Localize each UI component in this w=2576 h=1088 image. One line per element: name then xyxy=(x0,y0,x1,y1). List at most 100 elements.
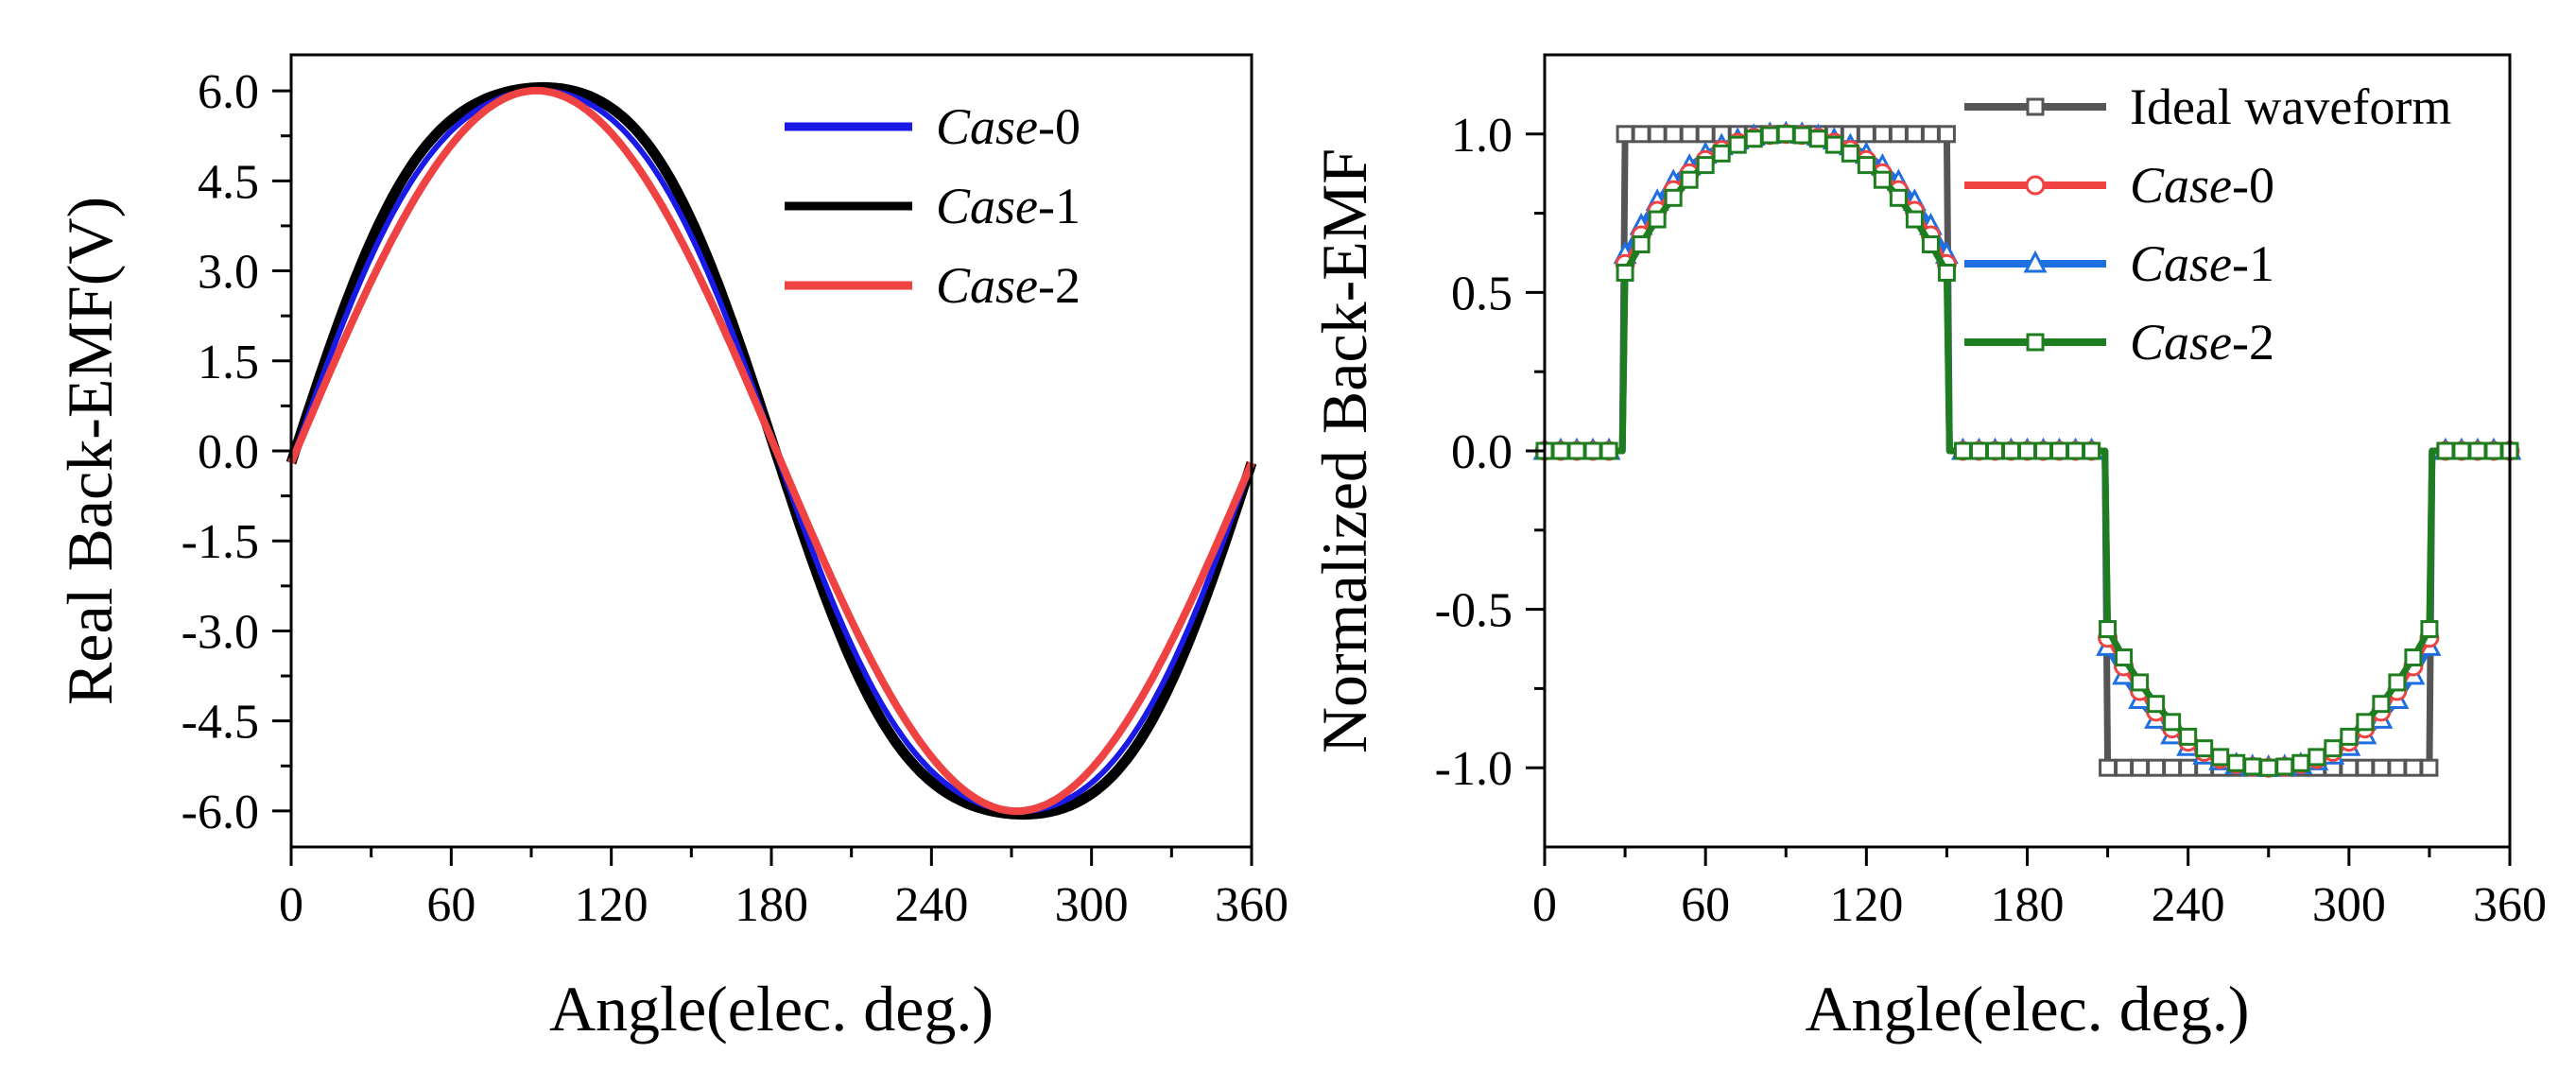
right-series-case-2-marker xyxy=(1680,170,1699,189)
right-series-ideal-waveform-marker xyxy=(1696,125,1715,144)
left-axes: 0 60 120 180 240 300 360 6.0 4.5 3.0 1.5 0.0 -1.5 -3.… xyxy=(182,65,1288,932)
right-series-ideal-waveform-marker xyxy=(2147,758,2166,777)
right-series-case-2-marker xyxy=(2131,673,2150,692)
right-series-case-2-marker xyxy=(1857,156,1876,175)
left-y-axis-title: Real Back-EMF(V) xyxy=(54,197,126,705)
left-x-tick-label: 360 xyxy=(1215,878,1288,932)
right-series-case-2-marker xyxy=(2195,739,2214,758)
left-x-tick-label: 120 xyxy=(575,878,648,932)
right-series-case-2-marker xyxy=(1648,210,1667,229)
left-y-tick-label: 6.0 xyxy=(198,65,259,119)
right-series-ideal-waveform-marker xyxy=(1632,125,1651,144)
right-x-tick-label: 120 xyxy=(1829,878,1903,932)
right-series-case-2-marker xyxy=(2420,620,2439,639)
left-y-tick-label: 0.0 xyxy=(198,425,259,479)
right-series-case-2-marker xyxy=(1776,125,1795,144)
right-series-case-2-marker xyxy=(1921,234,1940,253)
right-series-case-2-marker xyxy=(1889,188,1908,207)
right-x-tick-label: 300 xyxy=(2312,878,2386,932)
right-series-case-2-marker xyxy=(2179,727,2198,746)
right-series-case-2-marker xyxy=(2099,620,2118,639)
right-series-case-2-marker xyxy=(2468,441,2487,460)
right-series-case-2-marker xyxy=(1953,441,1972,460)
right-series-case-2-marker xyxy=(1567,441,1586,460)
right-series-case-2-marker xyxy=(2372,695,2391,714)
right-series-case-2-marker xyxy=(1632,234,1651,253)
right-series-case-2-marker xyxy=(1583,441,1602,460)
left-x-tick-label: 60 xyxy=(426,878,475,932)
right-series-ideal-waveform-marker xyxy=(2163,758,2182,777)
right-x-tick-label: 60 xyxy=(1681,878,1730,932)
right-series-case-2-marker xyxy=(2243,757,2262,776)
right-series-case-2-marker xyxy=(1728,135,1747,154)
left-y-tick-label: -4.5 xyxy=(182,696,259,750)
right-series-case-2-marker xyxy=(2115,648,2134,667)
right-series-case-2-marker xyxy=(2259,758,2278,777)
right-series-case-2-marker xyxy=(1551,441,1570,460)
right-series-case-2-marker xyxy=(2050,441,2069,460)
right-series-ideal-waveform-marker xyxy=(1921,125,1940,144)
right-series-case-2-marker xyxy=(1937,263,1956,282)
right-legend-label-case-2: Case-2 xyxy=(2130,314,2274,371)
right-series-ideal-waveform-marker xyxy=(2372,758,2391,777)
right-y-tick-label: 0.0 xyxy=(1451,425,1513,479)
left-y-tick-label: 1.5 xyxy=(198,336,259,389)
right-series-case-2-marker xyxy=(2083,441,2101,460)
right-x-axis-title: Angle(elec. deg.) xyxy=(1805,973,2249,1045)
right-series-ideal-waveform-marker xyxy=(1680,125,1699,144)
left-legend: Case-0 Case-1 Case-2 xyxy=(785,98,1081,314)
left-x-tick-label: 180 xyxy=(735,878,808,932)
right-series-case-2-marker xyxy=(2034,441,2053,460)
right-series-case-2-marker xyxy=(1808,130,1827,148)
right-series-ideal-waveform-marker xyxy=(1648,125,1667,144)
right-series-ideal-waveform-marker xyxy=(1937,125,1956,144)
right-series-case-2-marker xyxy=(2211,748,2230,767)
right-legend-marker-case-1 xyxy=(2023,250,2048,273)
left-y-tick-label: -3.0 xyxy=(182,605,259,659)
right-series-case-2-marker xyxy=(1599,441,1618,460)
right-series-case-2-marker xyxy=(2356,713,2375,732)
right-legend: Ideal waveform Case-0 Case-1 Case-2 xyxy=(1964,78,2451,371)
right-axes: 0 60 120 180 240 300 360 1.0 0.5 0.0 -0.5 -1.0 xyxy=(1435,109,2547,932)
right-y-axis-title: Normalized Back-EMF xyxy=(1308,148,1380,753)
left-y-tick-label: -6.0 xyxy=(182,786,259,839)
right-series-case-2-marker xyxy=(2291,753,2310,772)
right-series-case-2-marker xyxy=(2308,748,2326,767)
right-series-case-2-marker xyxy=(1616,263,1634,282)
right-series-case-2-marker xyxy=(2340,727,2359,746)
right-series-case-2-marker xyxy=(1905,210,1924,229)
right-legend-marker-case-0 xyxy=(2025,175,2046,196)
left-plot-area xyxy=(285,81,1257,820)
left-x-tick-label: 300 xyxy=(1055,878,1129,932)
left-y-tick-label: 3.0 xyxy=(198,246,259,300)
right-series-case-2-marker xyxy=(2227,753,2246,772)
right-series-ideal-waveform-marker xyxy=(2340,758,2359,777)
right-series-case-2-marker xyxy=(1985,441,2004,460)
right-y-tick-label: -0.5 xyxy=(1435,584,1513,638)
right-series-case-2-marker xyxy=(2001,441,2020,460)
right-y-tick-label: 1.0 xyxy=(1451,109,1513,163)
right-series-ideal-waveform-marker xyxy=(2179,758,2198,777)
right-series-ideal-waveform-marker xyxy=(2115,758,2134,777)
right-x-tick-label: 180 xyxy=(1991,878,2065,932)
right-series-case-2-marker xyxy=(1664,188,1683,207)
right-y-tick-label: -1.0 xyxy=(1435,742,1513,796)
right-series-case-2-marker xyxy=(1969,441,1988,460)
right-series-case-2-marker xyxy=(2275,757,2294,776)
right-series-ideal-waveform-marker xyxy=(2388,758,2407,777)
right-series-case-2-marker xyxy=(2147,695,2166,714)
right-series-case-2-marker xyxy=(2018,441,2036,460)
right-series-case-2-marker xyxy=(2066,441,2085,460)
right-series-ideal-waveform-marker xyxy=(1664,125,1683,144)
right-series-ideal-waveform-marker xyxy=(1616,125,1634,144)
right-chart: 0 60 120 180 240 300 360 1.0 0.5 0.0 -0.5 -1.0 Angl… xyxy=(1308,53,2547,1045)
right-series-ideal-waveform-marker xyxy=(1905,125,1924,144)
right-legend-marker-case-2 xyxy=(2026,333,2045,352)
right-series-ideal-waveform-marker xyxy=(1857,125,1876,144)
right-series-case-2-marker xyxy=(2324,739,2343,758)
left-x-tick-label: 0 xyxy=(279,878,303,932)
right-x-tick-label: 360 xyxy=(2473,878,2547,932)
right-series-case-2-marker xyxy=(1792,126,1811,145)
right-series-ideal-waveform-marker xyxy=(2099,758,2118,777)
